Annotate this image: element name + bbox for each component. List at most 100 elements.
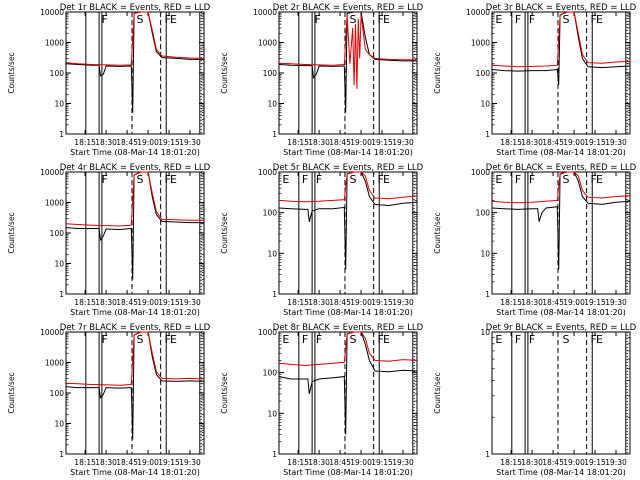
y-tick-label: 10 xyxy=(480,100,490,109)
x-tick-label: 18:30 xyxy=(95,138,117,147)
x-tick-label: 19:00 xyxy=(350,458,372,467)
y-tick-label: 100 xyxy=(476,209,491,218)
y-tick-label: 100 xyxy=(263,209,278,218)
x-tick-label: 18:45 xyxy=(542,138,564,147)
x-tick-label: 18:15 xyxy=(287,138,309,147)
y-tick-label: 10 xyxy=(267,409,277,418)
x-tick-label: 19:00 xyxy=(137,298,159,307)
event-marker-letter: E xyxy=(596,173,603,186)
x-tick-label: 18:15 xyxy=(500,138,522,147)
y-tick-label: 1 xyxy=(485,130,490,139)
event-marker-letter: F xyxy=(515,173,521,186)
x-tick-label: 18:30 xyxy=(308,298,330,307)
y-tick-label: 100 xyxy=(50,389,65,398)
y-tick-label: 100 xyxy=(263,69,278,78)
event-marker-letter: E xyxy=(170,173,177,186)
plot-frame xyxy=(278,331,418,455)
event-marker-letter: S xyxy=(562,173,569,186)
x-tick-label: 18:45 xyxy=(116,298,138,307)
chart-panel: Det 7r BLACK = Events, RED = LLD 1 10 100 10… xyxy=(7,323,211,477)
x-axis-label: Start Time (08-Mar-14 18:01:20) xyxy=(496,148,626,157)
x-tick-label: 19:00 xyxy=(137,458,159,467)
event-marker-letter: E xyxy=(282,333,289,346)
x-axis-label: Start Time (08-Mar-14 18:01:20) xyxy=(70,308,200,317)
event-marker-letter: S xyxy=(349,13,356,26)
x-tick-label: 18:15 xyxy=(74,458,96,467)
series-line-events xyxy=(65,331,205,440)
y-tick-label: 10000 xyxy=(253,8,277,17)
chart-title: Det 5r BLACK = Events, RED = LLD xyxy=(273,163,424,173)
event-marker-letter: F xyxy=(377,333,383,346)
x-tick-label: 19:30 xyxy=(605,298,627,307)
x-axis-label: Start Time (08-Mar-14 18:01:20) xyxy=(496,308,626,317)
x-tick-label: 18:45 xyxy=(329,458,351,467)
chart-title: Det 3r BLACK = Events, RED = LLD xyxy=(486,3,637,13)
event-marker-letter: S xyxy=(349,333,356,346)
y-tick-label: 1 xyxy=(485,450,490,459)
event-marker-letter: F xyxy=(316,333,322,346)
y-tick-label: 10 xyxy=(267,249,277,258)
x-tick-label: 19:00 xyxy=(350,298,372,307)
event-marker-letter: F xyxy=(377,13,383,26)
x-tick-label: 18:30 xyxy=(521,298,543,307)
y-tick-label: 1000 xyxy=(45,359,64,368)
event-marker-letter: E xyxy=(383,173,390,186)
x-tick-label: 19:15 xyxy=(371,298,393,307)
x-tick-label: 19:30 xyxy=(605,138,627,147)
x-tick-label: 18:15 xyxy=(287,298,309,307)
y-tick-label: 1 xyxy=(272,290,277,299)
series-line-lld xyxy=(278,171,418,203)
x-tick-label: 18:15 xyxy=(287,458,309,467)
event-marker-letter: E xyxy=(495,173,502,186)
x-tick-label: 18:45 xyxy=(542,458,564,467)
event-marker-letter: S xyxy=(136,333,143,346)
x-tick-label: 19:15 xyxy=(158,458,180,467)
chart-title: Det 4r BLACK = Events, RED = LLD xyxy=(60,163,211,173)
series-line-events xyxy=(491,171,631,270)
chart-panel: Det 4r BLACK = Events, RED = LLD 1 10 100 10… xyxy=(7,163,211,317)
event-marker-letter: E xyxy=(170,13,177,26)
chart-title: Det 1r BLACK = Events, RED = LLD xyxy=(60,3,211,13)
y-tick-label: 10 xyxy=(480,328,490,337)
event-marker-letter: S xyxy=(136,173,143,186)
event-marker-letter: F xyxy=(302,173,308,186)
y-tick-label: 1 xyxy=(59,130,64,139)
series-line-lld xyxy=(65,11,205,66)
x-tick-label: 18:30 xyxy=(95,458,117,467)
y-tick-label: 10000 xyxy=(40,168,64,177)
x-tick-label: 18:15 xyxy=(74,138,96,147)
x-axis-label: Start Time (08-Mar-14 18:01:20) xyxy=(70,468,200,477)
y-tick-label: 10 xyxy=(54,420,64,429)
x-tick-label: 18:45 xyxy=(542,298,564,307)
y-axis-label: Counts/sec xyxy=(433,52,442,93)
y-tick-label: 1000 xyxy=(45,199,64,208)
series-line-lld xyxy=(278,331,418,367)
event-marker-letter: F xyxy=(590,13,596,26)
y-axis-label: Counts/sec xyxy=(7,52,16,93)
y-tick-label: 100 xyxy=(263,369,278,378)
event-marker-letter: F xyxy=(590,333,596,346)
chart-panel: Det 8r BLACK = Events, RED = LLD 1 10 100 10… xyxy=(220,323,424,477)
event-marker-letter: S xyxy=(562,13,569,26)
chart-title: Det 8r BLACK = Events, RED = LLD xyxy=(273,323,424,333)
y-tick-label: 1000 xyxy=(258,39,277,48)
series-line-lld xyxy=(65,331,205,386)
event-marker-letter: F xyxy=(529,333,535,346)
y-tick-label: 1 xyxy=(272,450,277,459)
chart-title: Det 9r BLACK = Events, RED = LLD xyxy=(486,323,637,333)
y-tick-label: 10000 xyxy=(40,328,64,337)
chart-panel: Det 5r BLACK = Events, RED = LLD 1 10 100 10… xyxy=(220,163,424,317)
chart-title: Det 2r BLACK = Events, RED = LLD xyxy=(273,3,424,13)
x-tick-label: 18:45 xyxy=(116,138,138,147)
x-tick-label: 19:15 xyxy=(158,298,180,307)
series-line-events xyxy=(278,331,418,435)
x-tick-label: 18:30 xyxy=(521,138,543,147)
event-marker-letter: F xyxy=(302,333,308,346)
x-tick-label: 18:30 xyxy=(521,458,543,467)
y-tick-label: 10 xyxy=(267,100,277,109)
chart-panel: Det 3r BLACK = Events, RED = LLD 1 10 100 10… xyxy=(433,3,637,157)
y-tick-label: 1000 xyxy=(258,328,277,337)
x-tick-label: 19:30 xyxy=(392,458,414,467)
event-marker-letter: F xyxy=(102,173,108,186)
x-tick-label: 18:30 xyxy=(308,458,330,467)
